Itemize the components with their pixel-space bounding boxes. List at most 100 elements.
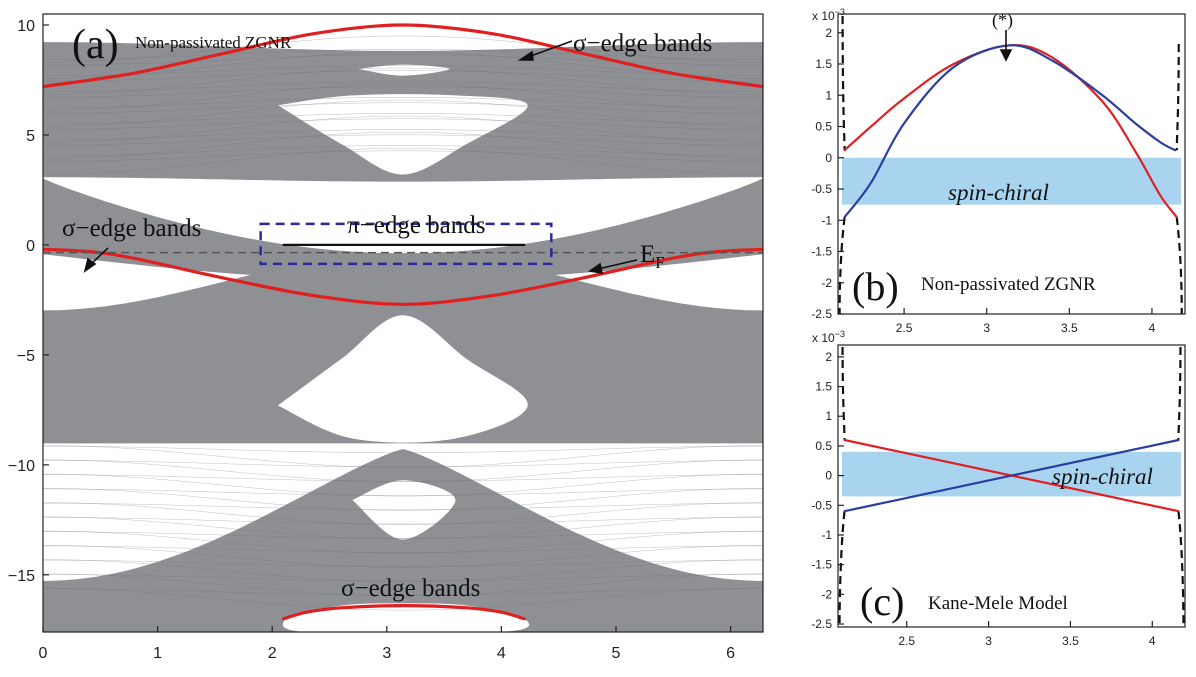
band-line [43,150,763,162]
band-line [43,134,763,146]
sigma-edge-label-bottom: σ−edge bands [341,575,480,602]
panel-b: 2.5 3 3.5 4 2 1.5 1 0.5 0 -0.5 -1 -1.5 -2 -2.5 spin-c… [811,7,1186,335]
series-line-2 [843,438,1180,513]
x-tick-label: 3 [985,634,992,648]
x-tick-label: 2.5 [896,321,913,335]
band-line [43,147,763,175]
panel-b-dashed-curves [838,15,1183,314]
edge-dashed-curve [838,511,846,627]
panel-b-label: (b) [852,264,899,309]
y-tick-label: 1 [825,88,832,102]
sigma-edge-label-top: σ−edge bands [573,30,712,57]
series-line-3 [282,603,526,621]
y-tick-label: 0.5 [815,439,832,453]
edge-dashed-curve [1175,216,1183,314]
spin-chiral-band-b [842,157,1181,205]
band-line [43,559,763,582]
x-tick-label: 4 [1149,321,1156,335]
band-line [43,81,763,93]
y-tick-label: 0 [825,151,832,165]
y-tick-label: 1.5 [815,380,832,394]
pi-edge-label: π−edge bands [347,212,486,239]
panel-c-series [843,438,1180,513]
bulk-region-lower [43,448,763,632]
band-line [43,83,763,111]
y-tick-label: −15 [8,568,35,585]
y-tick-label: -2 [821,276,832,290]
gap-bottom [282,603,530,632]
y-tick-label: 0.5 [815,120,832,134]
panel-b-series [843,44,1178,219]
x-tick-label: 3 [983,321,990,335]
x-tick-label: 5 [612,645,621,662]
x-tick-label: 0 [39,645,48,662]
edge-dashed-curve [841,15,846,151]
y-tick-label: 2 [825,26,832,40]
sigma-edge-label-left: σ−edge bands [62,215,201,242]
band-line [43,70,763,82]
star-arrow [999,30,1013,62]
series-line-2 [43,247,763,306]
band-line [43,131,763,159]
y-tick-label: -0.5 [811,498,832,512]
band-line [43,445,763,468]
y-tick-label: 2 [825,350,832,364]
series-line-1 [43,23,763,89]
x-tick-label: 3.5 [1062,634,1079,648]
band-line [43,445,763,454]
band-line [43,587,763,611]
band-line [43,559,763,568]
band-line [43,51,763,79]
panel-a-axes: 0 1 2 3 4 5 6 10 5 0 −5 −10 −15 [8,13,764,662]
y-tick-label: 0 [825,469,832,483]
band-line [43,588,763,596]
panel-a-title: Non-passivated ZGNR [135,33,292,52]
y-tick-label: 1 [825,409,832,423]
panel-c-label: (c) [860,579,904,624]
x-tick-label: 1 [153,645,162,662]
y-tick-label: 10 [17,18,35,35]
panel-c-dashed-curves [838,346,1185,627]
axes-frame [837,13,1186,315]
band-line [43,102,763,114]
panel-c-axes: 2.5 3 3.5 4 2 1.5 1 0.5 0 -0.5 -1 -1.5 -2 -2.5 [811,344,1186,648]
band-line [43,545,763,568]
series-line-1 [843,44,1178,219]
x-tick-label: 3.5 [1061,321,1078,335]
y-tick-label: -2.5 [811,307,832,321]
edge-dashed-curve [838,216,846,314]
band-line [43,115,763,143]
y-tick-label: -1 [821,213,832,227]
band-line [43,35,763,63]
y-tick-label: −5 [17,348,35,365]
x-tick-label: 2 [268,645,277,662]
panel-b-axes: 2.5 3 3.5 4 2 1.5 1 0.5 0 -0.5 -1 -1.5 -2 -2.5 [811,13,1186,335]
x-tick-label: 4 [497,645,506,662]
band-line [43,488,763,496]
band-line [43,118,763,130]
band-line [43,145,763,157]
fermi-label: EF [640,241,665,272]
y-tick-label: -0.5 [811,182,832,196]
edge-dashed-curve [1177,511,1185,627]
band-line [43,113,763,125]
band-line [43,129,763,141]
spin-chiral-label-b: spin-chiral [948,180,1049,205]
panel-a: 0 1 2 3 4 5 6 10 5 0 −5 −10 −15 (a) Non-passivated Z… [8,13,764,662]
band-line [43,545,763,553]
y-tick-label: -1 [821,528,832,542]
panel-b-multiplier: x 10−3 [812,7,845,23]
band-line [43,516,763,540]
band-line [43,574,763,582]
band-line [43,65,763,77]
y-tick-label: 1.5 [815,57,832,71]
x-tick-label: 3 [382,645,391,662]
band-line [43,502,763,525]
edge-dashed-curve [1177,346,1182,440]
y-tick-label: 0 [26,238,35,255]
series-line-2 [843,44,1177,219]
x-tick-label: 6 [726,645,735,662]
band-line [43,517,763,525]
band-line [43,67,763,95]
band-line [43,86,763,98]
